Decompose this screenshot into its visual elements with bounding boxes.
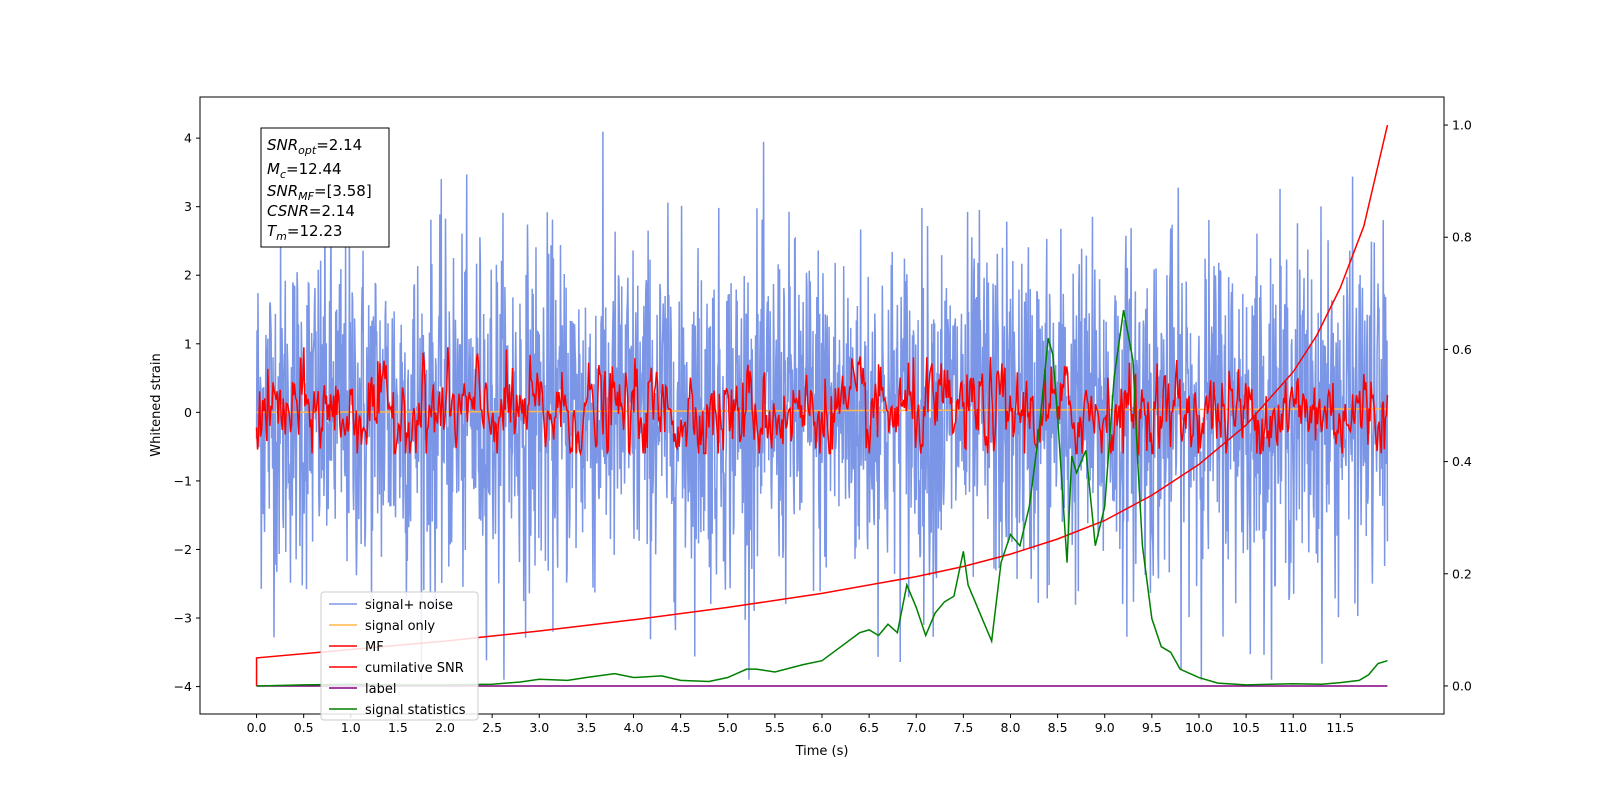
legend: signal+ noise signal only MF cumilative … <box>320 591 479 721</box>
y2-tick-label: 0.4 <box>1452 454 1472 469</box>
y-axis-ticks: 4 3 2 1 0 −1 −2 −3 −4 <box>174 131 200 694</box>
x-tick-label: 2.0 <box>435 720 455 735</box>
signal-statistics-layer <box>256 310 1388 687</box>
info-snr-mf: SNRMF=[3.58] <box>267 182 372 203</box>
x-tick-label: 11.5 <box>1326 720 1354 735</box>
info-box-frame <box>260 127 390 248</box>
x-tick-label: 3.0 <box>529 720 549 735</box>
legend-label-signal-only: signal only <box>365 619 435 634</box>
info-tm: Tm=12.23 <box>267 222 342 243</box>
y2-tick-label: 0.6 <box>1452 342 1472 357</box>
x-tick-label: 2.5 <box>482 720 502 735</box>
x-tick-label: 8.0 <box>1001 720 1021 735</box>
x-tick-label: 1.5 <box>388 720 408 735</box>
legend-frame <box>320 591 479 721</box>
y-tick-label: 4 <box>184 131 192 146</box>
x-axis-label: Time (s) <box>795 744 849 759</box>
y2-axis-ticks: 1.0 0.8 0.6 0.4 0.2 0.0 <box>1444 118 1472 693</box>
info-mc-sub: c <box>280 168 286 181</box>
x-tick-label: 7.0 <box>906 720 926 735</box>
y2-tick-label: 1.0 <box>1452 118 1472 133</box>
x-tick-label: 1.0 <box>341 720 361 735</box>
info-csnr-value: =2.14 <box>309 202 355 220</box>
info-snr-mf-sub: MF <box>298 190 314 203</box>
y-tick-label: 0 <box>184 405 192 420</box>
info-mc: Mc=12.44 <box>267 160 342 181</box>
info-csnr-main: CSNR <box>267 202 309 220</box>
y-tick-label: 1 <box>184 336 192 351</box>
info-csnr: CSNR=2.14 <box>267 202 355 220</box>
y-tick-label: −2 <box>174 542 192 557</box>
x-tick-label: 10.0 <box>1185 720 1213 735</box>
y-tick-label: −3 <box>174 611 192 626</box>
legend-label-signal-statistics: signal statistics <box>365 703 466 718</box>
info-mc-value: =12.44 <box>286 160 342 178</box>
x-tick-label: 9.5 <box>1142 720 1162 735</box>
x-axis-ticks: 0.0 0.5 1.0 1.5 2.0 2.5 3.0 3.5 4.0 4.5 5.0 5.5 6.0 6… <box>247 714 1354 735</box>
y2-tick-label: 0.2 <box>1452 566 1472 581</box>
info-tm-sub: m <box>276 230 287 243</box>
info-snr-opt: SNRopt=2.14 <box>267 136 362 157</box>
info-snr-mf-value: =[3.58] <box>314 182 372 200</box>
info-tm-value: =12.23 <box>287 222 343 240</box>
x-tick-label: 6.0 <box>812 720 832 735</box>
x-tick-label: 5.0 <box>718 720 738 735</box>
info-snr-opt-sub: opt <box>298 144 317 157</box>
legend-label-signal-noise: signal+ noise <box>365 598 453 613</box>
x-tick-label: 0.0 <box>247 720 267 735</box>
legend-label-cumulative-snr: cumilative SNR <box>365 661 464 676</box>
info-box: SNRopt=2.14 Mc=12.44 SNRMF=[3.58] CSNR=2… <box>260 127 390 248</box>
info-snr-opt-value: =2.14 <box>316 136 362 154</box>
x-tick-label: 6.5 <box>859 720 879 735</box>
legend-label-label: label <box>365 682 396 697</box>
legend-label-mf: MF <box>365 640 384 655</box>
y2-tick-label: 0.8 <box>1452 230 1472 245</box>
x-tick-label: 4.5 <box>671 720 691 735</box>
x-tick-label: 3.5 <box>576 720 596 735</box>
info-snr-mf-main: SNR <box>267 182 298 200</box>
info-tm-main: T <box>267 222 278 240</box>
x-tick-label: 8.5 <box>1048 720 1068 735</box>
series-signal-statistics-line <box>256 310 1388 687</box>
mf-layer <box>255 347 1389 457</box>
x-tick-label: 11.0 <box>1279 720 1307 735</box>
info-snr-opt-main: SNR <box>267 136 298 154</box>
x-tick-label: 0.5 <box>294 720 314 735</box>
x-tick-label: 7.5 <box>953 720 973 735</box>
info-mc-main: M <box>267 160 280 178</box>
y-tick-label: 2 <box>184 268 192 283</box>
y-axis-label: Whitened strain <box>149 353 164 456</box>
y-tick-label: −1 <box>174 473 192 488</box>
x-tick-label: 9.0 <box>1095 720 1115 735</box>
y2-tick-label: 0.0 <box>1452 678 1472 693</box>
series-mf-line <box>255 347 1389 457</box>
y-tick-label: −4 <box>174 679 192 694</box>
y-tick-label: 3 <box>184 199 192 214</box>
x-tick-label: 5.5 <box>765 720 785 735</box>
x-tick-label: 10.5 <box>1232 720 1260 735</box>
x-tick-label: 4.0 <box>624 720 644 735</box>
